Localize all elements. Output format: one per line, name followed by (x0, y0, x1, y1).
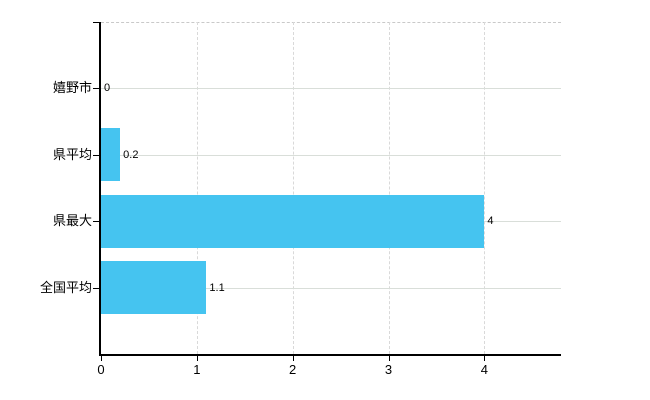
bar-value-label: 1.1 (209, 281, 225, 294)
bar-value-label: 4 (487, 215, 494, 228)
category-label: 県最大 (52, 213, 92, 229)
x-axis-tick (196, 356, 198, 361)
y-axis (99, 22, 101, 356)
x-tick-label: 3 (384, 362, 393, 377)
bar-全国平均 (101, 261, 207, 315)
horizontal-gridline (101, 154, 561, 156)
y-axis-tick (93, 154, 99, 156)
x-axis-tick (101, 356, 102, 361)
category-label: 嬉野市 (52, 80, 92, 96)
y-axis-tick (93, 88, 99, 90)
vertical-gridline (292, 22, 294, 354)
x-tick-label: 0 (97, 362, 105, 377)
x-axis (99, 354, 561, 356)
x-axis-tick (484, 356, 486, 361)
x-axis-tick (292, 356, 294, 361)
y-axis-tick (93, 287, 99, 289)
y-axis-tick (93, 221, 99, 223)
vertical-gridline (196, 22, 198, 354)
x-tick-label: 1 (193, 362, 201, 377)
x-tick-label: 2 (289, 362, 297, 377)
x-tick-label: 4 (480, 362, 488, 377)
bar-県最大 (101, 194, 485, 248)
x-axis-tick (388, 356, 390, 361)
category-label: 県平均 (52, 146, 92, 162)
horizontal-gridline (101, 287, 561, 289)
bar-県平均 (101, 128, 121, 182)
bar-value-label: 0.2 (123, 148, 139, 161)
plot-top-border (101, 22, 561, 23)
bar-value-label: 0 (104, 82, 111, 95)
y-axis-end-tick (93, 22, 99, 23)
plot-area: 0 0.2 4 1.1 0 1 2 3 4 (93, 22, 561, 377)
vertical-gridline (484, 22, 486, 354)
vertical-gridline (388, 22, 390, 354)
horizontal-gridline (101, 88, 561, 90)
category-label: 全国平均 (39, 279, 92, 295)
